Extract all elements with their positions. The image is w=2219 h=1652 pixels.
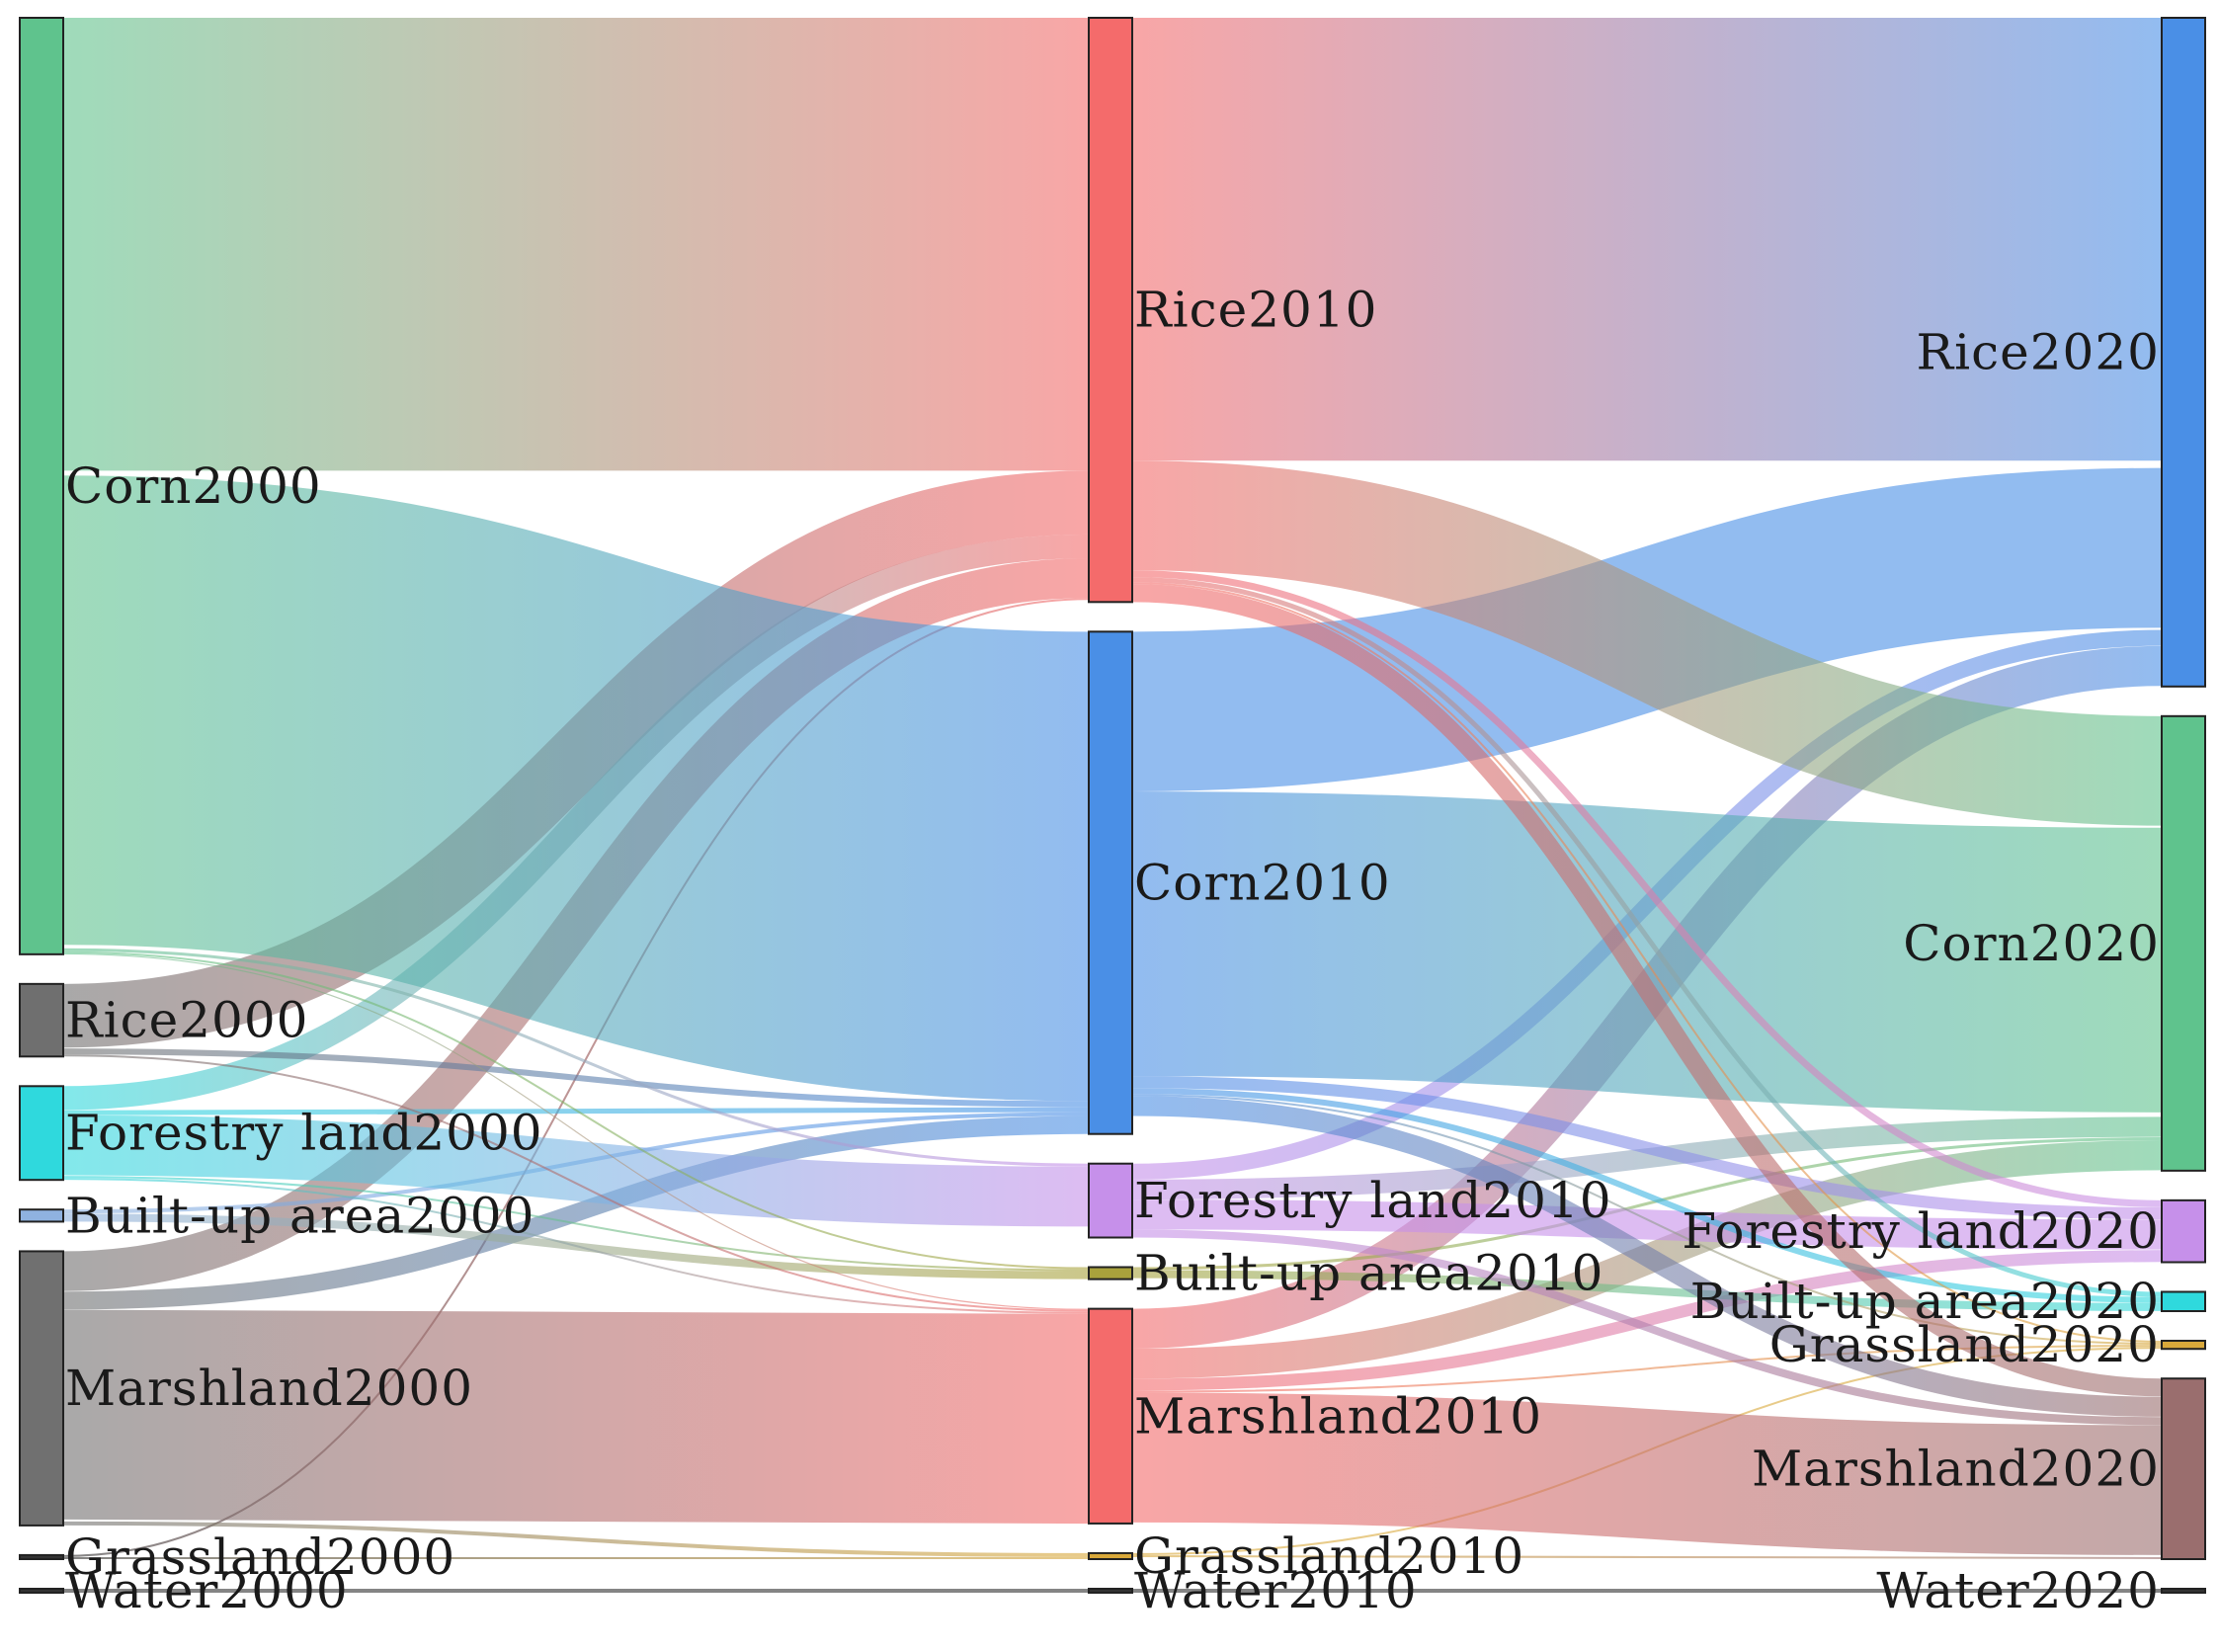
node-rice2000	[20, 984, 63, 1056]
label-water2020: Water2020	[1876, 1562, 2160, 1619]
label-corn2000: Corn2000	[65, 457, 322, 515]
node-water2010	[1089, 1589, 1132, 1593]
label-water2010: Water2010	[1134, 1562, 1418, 1619]
node-rice2010	[1089, 18, 1132, 602]
node-forest2010	[1089, 1164, 1132, 1238]
node-rice2020	[2162, 18, 2205, 687]
node-built2020	[2162, 1291, 2205, 1311]
label-built2010: Built-up area2010	[1134, 1245, 1603, 1302]
label-rice2020: Rice2020	[1917, 323, 2160, 380]
label-built2000: Built-up area2000	[65, 1187, 534, 1244]
label-marsh2000: Marshland2000	[65, 1360, 473, 1417]
label-forest2010: Forestry land2010	[1134, 1172, 1612, 1229]
label-rice2010: Rice2010	[1134, 282, 1377, 339]
node-corn2000	[20, 18, 63, 954]
node-marsh2000	[20, 1251, 63, 1525]
node-marsh2020	[2162, 1378, 2205, 1559]
label-grass2020: Grassland2020	[1769, 1316, 2160, 1373]
label-forest2020: Forestry land2020	[1682, 1202, 2160, 1260]
node-forest2000	[20, 1086, 63, 1180]
label-rice2000: Rice2000	[65, 992, 308, 1049]
label-marsh2020: Marshland2020	[1752, 1441, 2160, 1498]
node-grass2000	[20, 1555, 63, 1559]
node-water2020	[2162, 1589, 2205, 1593]
node-marsh2010	[1089, 1309, 1132, 1524]
node-forest2020	[2162, 1200, 2205, 1263]
node-grass2010	[1089, 1553, 1132, 1559]
label-corn2020: Corn2020	[1903, 915, 2160, 972]
node-water2000	[20, 1589, 63, 1593]
label-corn2010: Corn2010	[1134, 855, 1391, 912]
flow-corn2000-to-corn2010	[63, 710, 1089, 867]
node-corn2010	[1089, 631, 1132, 1133]
label-water2000: Water2000	[65, 1562, 349, 1619]
node-built2010	[1089, 1268, 1132, 1280]
node-corn2020	[2162, 716, 2205, 1171]
label-forest2000: Forestry land2000	[65, 1105, 543, 1162]
node-grass2020	[2162, 1341, 2205, 1349]
node-built2000	[20, 1209, 63, 1221]
label-marsh2010: Marshland2010	[1134, 1387, 1542, 1445]
